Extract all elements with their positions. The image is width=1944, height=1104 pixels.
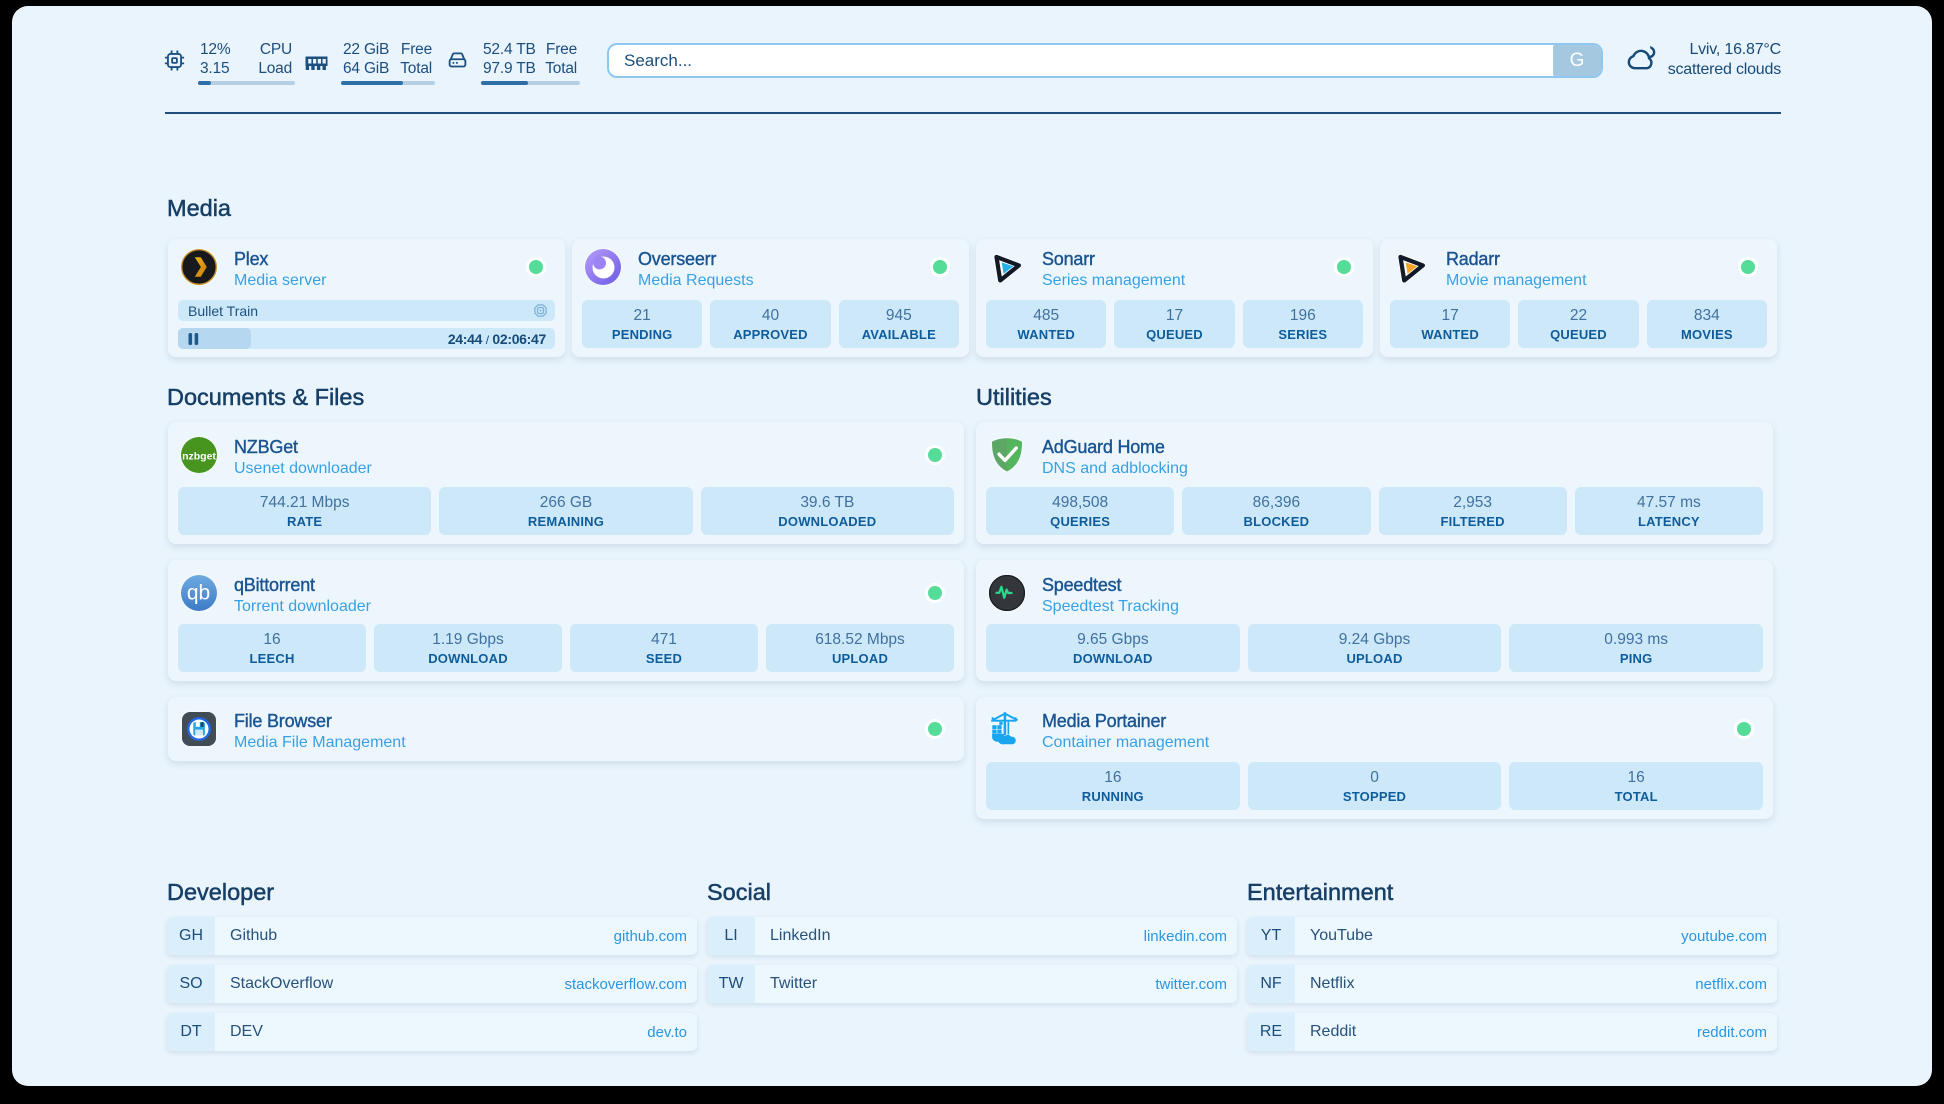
svg-text:nzbget: nzbget <box>182 451 216 463</box>
svg-text:qb: qb <box>187 582 210 605</box>
